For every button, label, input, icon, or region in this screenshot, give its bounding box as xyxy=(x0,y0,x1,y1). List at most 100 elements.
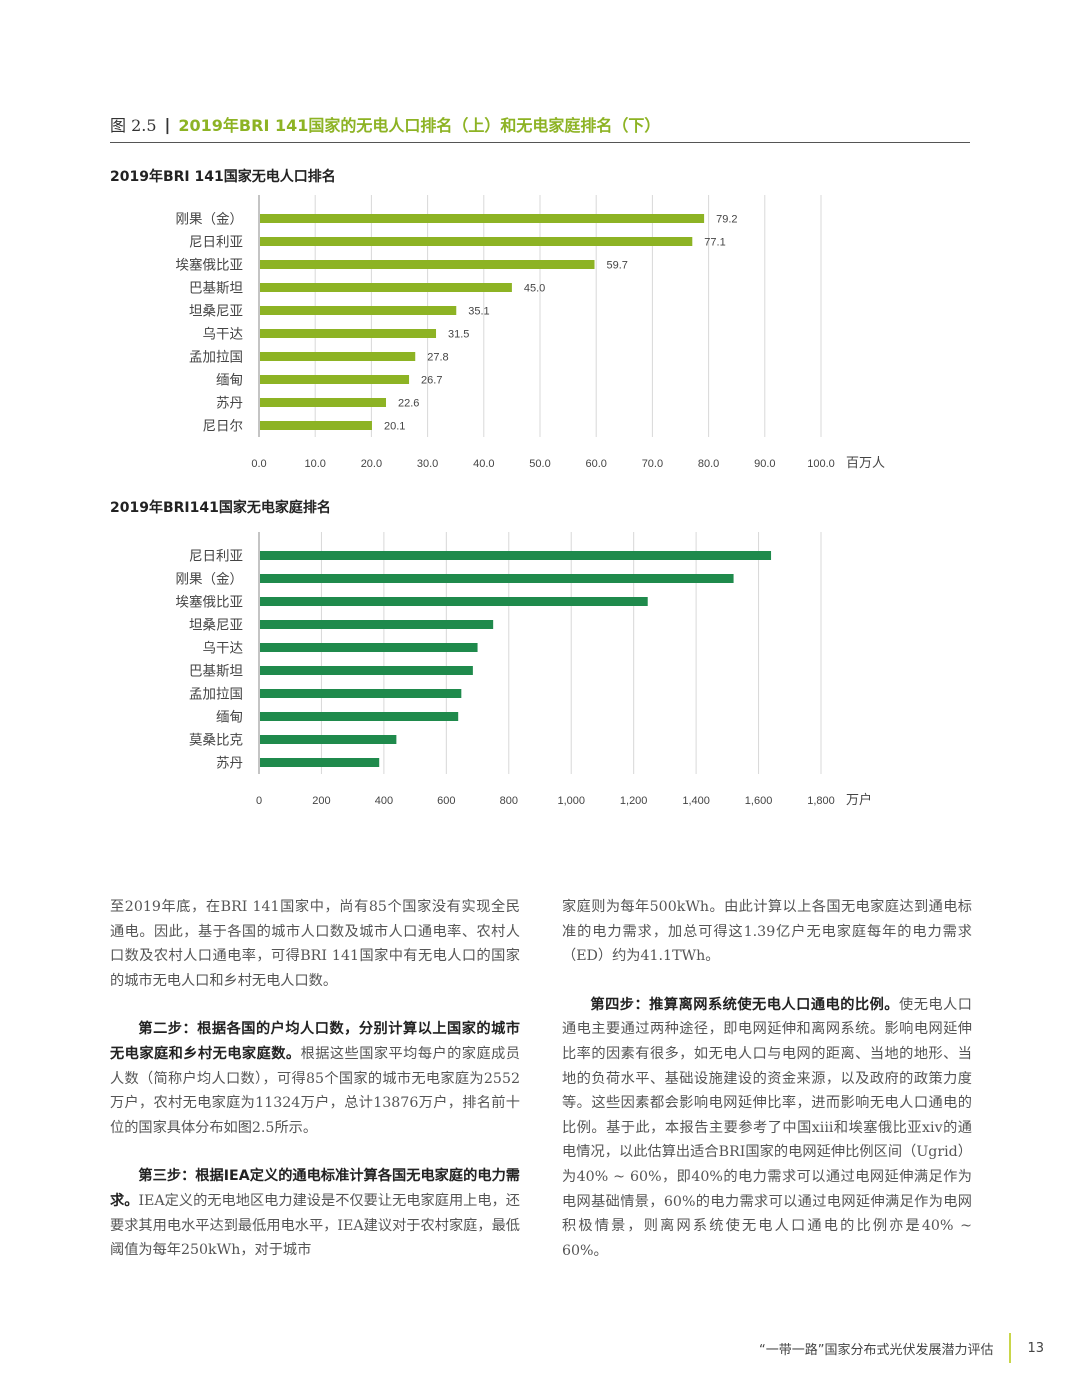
bar xyxy=(260,352,416,361)
x-tick-label: 1,200 xyxy=(620,795,648,807)
figure-header: 图 2.5 | 2019年BRI 141国家的无电人口排名（上）和无电家庭排名（… xyxy=(110,106,970,143)
footer-title: “一带一路”国家分布式光伏发展潜力评估 xyxy=(758,1342,994,1358)
text-column-right: 家庭则为每年500kWh。由此计算以上各国无电家庭达到通电标准的电力需求，加总可… xyxy=(562,895,972,1287)
x-tick-label: 10.0 xyxy=(304,458,325,470)
category-label: 尼日尔 xyxy=(203,419,244,434)
x-tick-label: 400 xyxy=(375,795,393,807)
category-label: 埃塞俄比亚 xyxy=(176,257,244,273)
bar xyxy=(260,398,387,407)
paragraph-body: 家庭则为每年500kWh。由此计算以上各国无电家庭达到通电标准的电力需求，加总可… xyxy=(562,899,972,965)
data-label: 79.2 xyxy=(716,214,737,226)
x-tick-label: 1,800 xyxy=(807,795,835,807)
bar xyxy=(260,551,772,560)
category-label: 孟加拉国 xyxy=(189,350,243,365)
bar xyxy=(260,758,380,767)
paragraph-body: 使无电人口通电主要通过两种途径，即电网延伸和离网系统。影响电网延伸比率的因素有很… xyxy=(562,996,972,1259)
x-tick-label: 800 xyxy=(500,795,518,807)
x-tick-label: 90.0 xyxy=(754,458,775,470)
data-label: 20.1 xyxy=(384,421,405,433)
figure-separator: | xyxy=(164,114,171,134)
category-label: 埃塞俄比亚 xyxy=(176,594,244,610)
category-label: 孟加拉国 xyxy=(189,687,243,702)
category-label: 苏丹 xyxy=(216,756,243,771)
step-heading: 第三步：根据IEA定义的通电标准计算各国无电家庭的电力需求。 xyxy=(110,1168,520,1209)
bar xyxy=(260,620,494,629)
category-label: 巴基斯坦 xyxy=(189,280,243,296)
data-label: 77.1 xyxy=(704,237,725,249)
data-label: 45.0 xyxy=(524,283,545,295)
page-footer: “一带一路”国家分布式光伏发展潜力评估 13 xyxy=(759,1333,1044,1363)
bar xyxy=(260,643,478,652)
data-label: 35.1 xyxy=(468,306,489,318)
data-label: 26.7 xyxy=(421,375,442,387)
category-label: 苏丹 xyxy=(216,396,243,411)
paragraph-body: 根据这些国家平均每户的家庭成员人数（简称户均人口数），可得85个国家的城市无电家… xyxy=(110,1045,520,1136)
data-label: 27.8 xyxy=(427,352,448,364)
bar xyxy=(260,306,457,315)
x-tick-label: 80.0 xyxy=(698,458,719,470)
category-label: 坦桑尼亚 xyxy=(189,304,243,319)
category-label: 莫桑比克 xyxy=(189,733,243,748)
paragraph-body: IEA定义的无电地区电力建设是不仅要让无电家庭用上电，还要求其用电水平达到最低用… xyxy=(110,1192,520,1259)
x-tick-label: 1,000 xyxy=(557,795,585,807)
x-tick-label: 20.0 xyxy=(361,458,382,470)
page-number: 13 xyxy=(1027,1340,1044,1356)
bar xyxy=(260,283,512,292)
x-tick-label: 50.0 xyxy=(529,458,550,470)
x-tick-label: 0 xyxy=(256,795,262,807)
x-tick-label: 100.0 xyxy=(807,458,835,470)
paragraph: 第四步：推算离网系统使无电人口通电的比例。使无电人口通电主要通过两种途径，即电网… xyxy=(562,993,972,1264)
footer-divider xyxy=(1009,1333,1012,1363)
x-tick-label: 0.0 xyxy=(251,458,266,470)
bar xyxy=(260,260,595,269)
category-label: 尼日利亚 xyxy=(189,235,243,250)
x-tick-label: 600 xyxy=(437,795,455,807)
bar xyxy=(260,329,437,338)
population-bar-chart: 0.0 10.0 20.0 30.0 40.0 50.0 60.0 70.0 80.0 90.0 1… xyxy=(176,195,885,470)
bar xyxy=(260,574,734,583)
chart1-title: 2019年BRI 141国家无电人口排名 xyxy=(110,169,336,185)
x-tick-label: 70.0 xyxy=(642,458,663,470)
text-column-left: 至2019年底，在BRI 141国家中，尚有85个国家没有实现全民通电。因此，基… xyxy=(110,895,520,1287)
paragraph: 第二步：根据各国的户均人口数，分别计算以上国家的城市无电家庭和乡村无电家庭数。根… xyxy=(110,1017,520,1140)
category-label: 刚果（金） xyxy=(176,572,244,587)
x-tick-label: 40.0 xyxy=(473,458,494,470)
category-label: 缅甸 xyxy=(216,373,243,388)
category-label: 刚果（金） xyxy=(176,212,244,227)
bar xyxy=(260,375,410,384)
paragraph: 家庭则为每年500kWh。由此计算以上各国无电家庭达到通电标准的电力需求，加总可… xyxy=(562,895,972,969)
paragraph-body: 至2019年底，在BRI 141国家中，尚有85个国家没有实现全民通电。因此，基… xyxy=(110,899,520,989)
figure-number: 图 2.5 xyxy=(110,116,157,135)
data-label: 22.6 xyxy=(398,398,419,410)
figure-title: 2019年BRI 141国家的无电人口排名（上）和无电家庭排名（下） xyxy=(178,116,661,135)
bar xyxy=(260,421,372,430)
category-label: 缅甸 xyxy=(216,710,243,725)
data-label: 59.7 xyxy=(607,260,628,272)
chart2-title: 2019年BRI141国家无电家庭排名 xyxy=(110,500,331,516)
x-tick-label: 200 xyxy=(312,795,330,807)
category-label: 坦桑尼亚 xyxy=(189,618,243,633)
x-tick-label: 1,600 xyxy=(745,795,773,807)
x-tick-label: 60.0 xyxy=(585,458,606,470)
category-label: 乌干达 xyxy=(203,327,244,342)
category-label: 尼日利亚 xyxy=(189,549,243,564)
x-tick-label: 30.0 xyxy=(417,458,438,470)
bar xyxy=(260,666,473,675)
step-heading: 第二步：根据各国的户均人口数，分别计算以上国家的城市无电家庭和乡村无电家庭数。 xyxy=(110,1021,520,1062)
bar xyxy=(260,689,462,698)
bar xyxy=(260,214,705,223)
data-label: 31.5 xyxy=(448,329,469,341)
category-label: 巴基斯坦 xyxy=(189,663,243,679)
x-tick-label: 1,400 xyxy=(682,795,710,807)
paragraph: 第三步：根据IEA定义的通电标准计算各国无电家庭的电力需求。IEA定义的无电地区… xyxy=(110,1164,520,1262)
bar xyxy=(260,237,693,246)
bar xyxy=(260,712,459,721)
paragraph: 至2019年底，在BRI 141国家中，尚有85个国家没有实现全民通电。因此，基… xyxy=(110,895,520,993)
bar xyxy=(260,597,648,606)
x-axis-unit: 万户 xyxy=(846,792,872,807)
category-label: 乌干达 xyxy=(203,641,244,656)
step-heading: 第四步：推算离网系统使无电人口通电的比例。 xyxy=(590,996,900,1013)
household-bar-chart: 0 200 400 600 800 1,000 1,200 1,400 1,600 1,800 万户… xyxy=(176,532,872,807)
bar xyxy=(260,735,397,744)
x-axis-unit: 百万人 xyxy=(846,455,885,470)
